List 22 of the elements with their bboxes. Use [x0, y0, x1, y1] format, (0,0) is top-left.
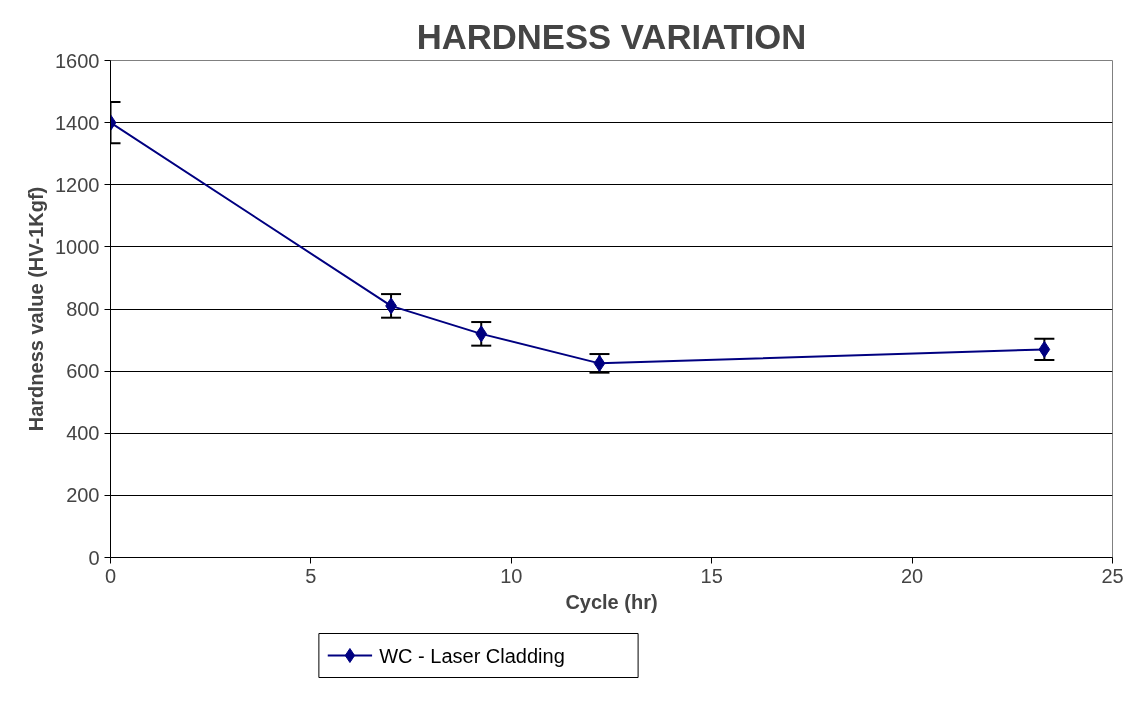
y-tick-label: 1600 — [55, 49, 100, 72]
y-axis-title: Hardness value (HV-1Kgf) — [25, 186, 48, 432]
y-tick-label: 200 — [66, 484, 100, 507]
y-tick-label: 600 — [66, 360, 100, 383]
y-tick-label: 800 — [66, 298, 100, 320]
x-tick-label: 0 — [104, 564, 117, 587]
point — [593, 354, 606, 372]
x-tick-label: 15 — [700, 564, 723, 587]
point — [475, 325, 488, 343]
x-axis-title: Cycle (hr) — [565, 590, 658, 613]
y-tick-label: 1200 — [55, 173, 100, 196]
legend-label: WC - Laser Cladding — [379, 644, 565, 667]
point — [1038, 340, 1051, 358]
y-tick-label: 400 — [66, 422, 100, 445]
y-tick-label: 1400 — [55, 111, 100, 134]
chart-title: HARDNESS VARIATION — [416, 17, 807, 56]
x-tick-label: 25 — [1101, 564, 1124, 587]
x-tick-label: 5 — [305, 564, 317, 587]
y-tick-label: 1000 — [55, 235, 100, 258]
x-tick-label: 20 — [900, 564, 924, 587]
y-tick-label: 0 — [88, 546, 100, 569]
x-tick-label: 10 — [500, 564, 523, 587]
